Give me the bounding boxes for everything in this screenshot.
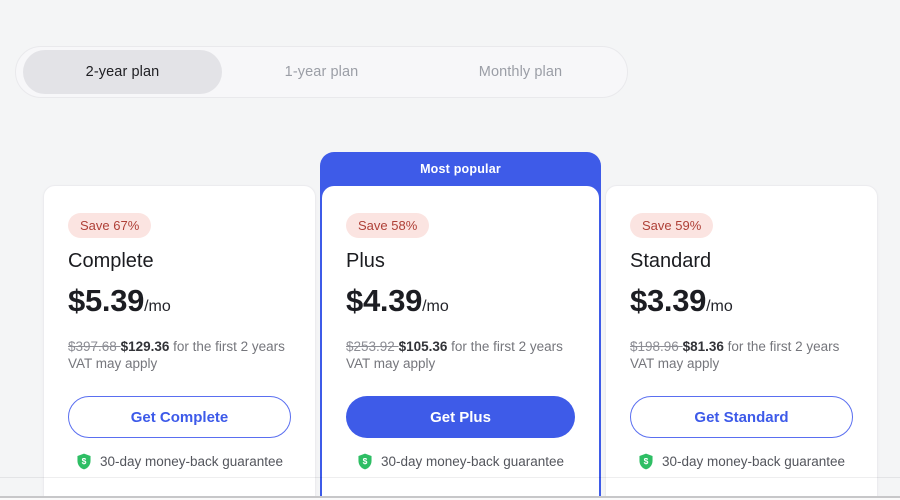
total-price-line: $198.96 $81.36 for the first 2 years: [630, 338, 853, 355]
old-total-price: $198.96: [630, 339, 683, 354]
total-price-suffix: for the first 2 years: [173, 339, 285, 354]
total-price-line: $397.68 $129.36 for the first 2 years: [68, 338, 291, 355]
tab-monthly-plan[interactable]: Monthly plan: [478, 64, 563, 80]
plan-name: Plus: [346, 250, 385, 272]
monthly-price: $5.39: [68, 283, 145, 318]
monthly-price: $3.39: [630, 283, 707, 318]
get-standard-button[interactable]: Get Standard: [630, 396, 853, 438]
shield-dollar-icon: $: [77, 453, 91, 470]
total-price-suffix: for the first 2 years: [727, 339, 840, 354]
vat-note: VAT may apply: [68, 356, 158, 371]
old-total-price: $397.68: [68, 339, 121, 354]
guarantee-row: $ 30-day money-back guarantee: [68, 453, 291, 470]
most-popular-ribbon: Most popular: [420, 162, 501, 176]
guarantee-row: $ 30-day money-back guarantee: [630, 453, 853, 470]
vat-note: VAT may apply: [630, 356, 720, 371]
price-row: $4.39 /mo: [346, 284, 575, 324]
new-total-price: $105.36: [398, 339, 452, 354]
shield-dollar-icon: $: [639, 453, 653, 470]
pricing-card-plus: Save 58% Plus $4.39 /mo $253.92 $105.36 …: [322, 186, 599, 498]
viewport-bottom-edge: [0, 496, 900, 500]
pricing-card-standard: Save 59% Standard $3.39 /mo $198.96 $81.…: [605, 185, 878, 497]
price-row: $5.39 /mo: [68, 284, 291, 324]
get-plus-button[interactable]: Get Plus: [346, 396, 575, 438]
new-total-price: $81.36: [682, 339, 728, 354]
tab-1-year-plan[interactable]: 1-year plan: [284, 64, 359, 80]
plan-name: Standard: [630, 250, 712, 272]
discount-badge: Save 59%: [630, 213, 714, 238]
plan-name: Complete: [68, 250, 154, 272]
price-row: $3.39 /mo: [630, 284, 853, 324]
guarantee-row: $ 30-day money-back guarantee: [346, 453, 575, 470]
tab-2-year-plan[interactable]: 2-year plan: [23, 50, 222, 94]
price-period-suffix: /mo: [422, 298, 449, 315]
guarantee-text: 30-day money-back guarantee: [661, 454, 846, 469]
section-divider: [0, 477, 900, 478]
svg-text:$: $: [644, 456, 649, 466]
pricing-card-complete: Save 67% Complete $5.39 /mo $397.68 $129…: [43, 185, 316, 497]
total-price-suffix: for the first 2 years: [451, 339, 563, 354]
shield-dollar-icon: $: [358, 453, 372, 470]
plan-period-tabbar: 2-year plan 1-year plan Monthly plan: [15, 46, 628, 98]
old-total-price: $253.92: [346, 339, 399, 354]
svg-text:$: $: [82, 456, 87, 466]
price-period-suffix: /mo: [144, 298, 171, 315]
discount-badge: Save 58%: [346, 213, 430, 238]
new-total-price: $129.36: [120, 339, 174, 354]
vat-note: VAT may apply: [346, 356, 436, 371]
total-price-line: $253.92 $105.36 for the first 2 years: [346, 338, 575, 355]
price-period-suffix: /mo: [706, 298, 733, 315]
pricing-card-plus-highlight-wrapper: Most popular Save 58% Plus $4.39 /mo $25…: [320, 152, 601, 498]
discount-badge: Save 67%: [68, 213, 152, 238]
guarantee-text: 30-day money-back guarantee: [99, 454, 284, 469]
guarantee-text: 30-day money-back guarantee: [380, 454, 565, 469]
get-complete-button[interactable]: Get Complete: [68, 396, 291, 438]
svg-text:$: $: [363, 456, 368, 466]
monthly-price: $4.39: [346, 283, 423, 318]
